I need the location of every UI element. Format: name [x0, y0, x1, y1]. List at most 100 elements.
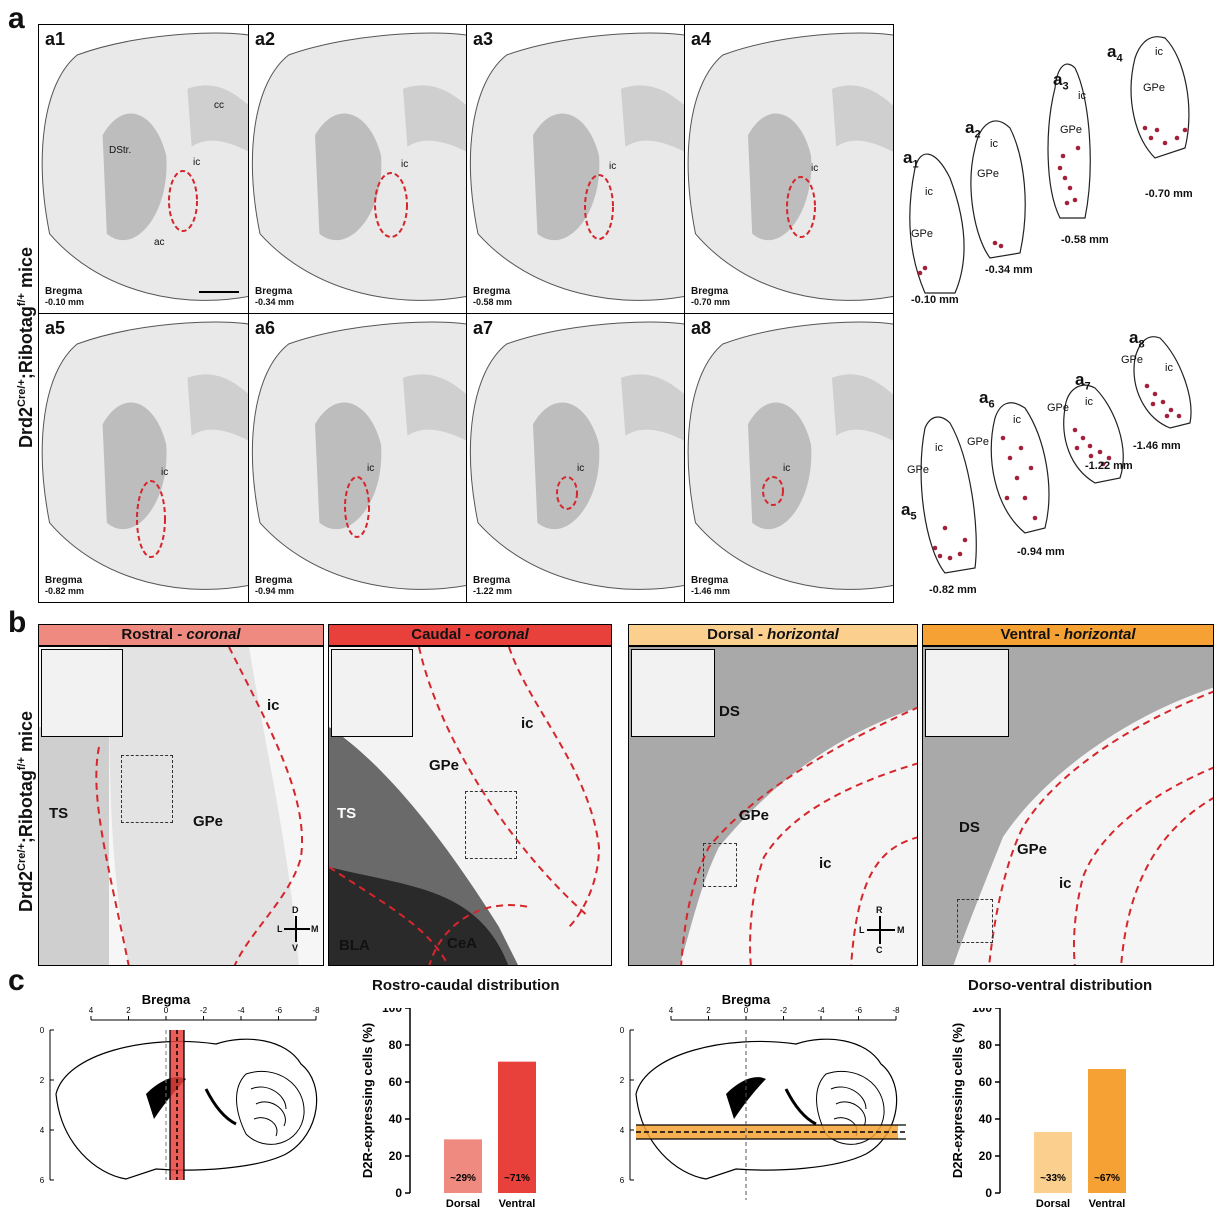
cell-dot — [1060, 153, 1066, 159]
image-caudal-coronal: ic GPe TS BLA CeA — [328, 646, 612, 966]
label-ts: TS — [337, 805, 357, 822]
cell-dot — [1164, 413, 1170, 419]
gpe-outline-7 — [1063, 384, 1124, 484]
tile-id: a2 — [255, 29, 276, 49]
cell-dot — [1087, 443, 1093, 449]
ap-tick-label: -2 — [200, 1006, 208, 1015]
image-dorsal-horizontal: DS GPe ic R C L M — [628, 646, 918, 966]
chart-title-rostro-caudal: Rostro-caudal distribution — [372, 977, 560, 994]
bregma-label: Bregma -0.70 mm — [691, 286, 731, 307]
cell-dot — [957, 551, 963, 557]
cell-dot — [1142, 125, 1148, 131]
dv-tick-label: 6 — [620, 1176, 625, 1185]
cell-dot — [1028, 465, 1034, 471]
dv-tick-label: 6 — [40, 1176, 45, 1185]
ap-tick-label: -6 — [275, 1006, 283, 1015]
outline-label-gpe: GPe — [1143, 82, 1166, 94]
panel-b-letter: b — [8, 606, 27, 639]
zoom-region-box — [703, 843, 737, 887]
cell-dot — [1080, 435, 1086, 441]
outline-label-ic: ic — [1155, 46, 1163, 58]
bar-value-label: ~71% — [504, 1173, 530, 1184]
chart-title-dorso-ventral: Dorso-ventral distribution — [968, 977, 1153, 994]
cell-dot — [1004, 495, 1010, 501]
y-tick-label: 80 — [389, 1038, 403, 1052]
y-tick-label: 60 — [389, 1075, 403, 1089]
gpe-outline-2 — [970, 120, 1026, 259]
outline-label-ic: ic — [935, 442, 943, 454]
dv-tick-label: 4 — [620, 1126, 625, 1135]
ap-tick-label: 4 — [89, 1006, 94, 1015]
ap-tick-label: -6 — [855, 1006, 863, 1015]
bregma-label: Bregma -0.10 mm — [45, 286, 85, 307]
cell-dot — [1176, 413, 1182, 419]
cell-dot — [1064, 200, 1070, 206]
outline-label-ic: ic — [1013, 414, 1021, 426]
header-rostral-coronal: Rostral - coronal — [38, 624, 324, 646]
zoom-region-box — [957, 899, 993, 943]
bregma-label: Bregma -0.58 mm — [473, 286, 513, 307]
cell-dot — [992, 240, 998, 246]
y-tick-label: 40 — [389, 1112, 403, 1126]
dv-tick-label: 2 — [620, 1076, 625, 1085]
cell-dot — [937, 553, 943, 559]
label-ic: ic — [1059, 875, 1072, 892]
bar-value-label: ~29% — [450, 1173, 476, 1184]
label-ic: ic — [161, 467, 169, 478]
zoom-region-box — [465, 791, 517, 859]
ap-tick-label: -8 — [312, 1006, 320, 1015]
outline-id: a6 — [979, 388, 995, 411]
outline-id: a1 — [903, 148, 919, 171]
bregma-label: Bregma -1.46 mm — [691, 575, 731, 596]
label-ts: TS — [49, 805, 69, 822]
label-cea: CeA — [447, 935, 478, 952]
gpe-region-outline — [374, 172, 408, 238]
bregma-label: Bregma -0.82 mm — [45, 575, 85, 596]
outline-label-ic: ic — [1165, 362, 1173, 374]
label-ic: ic — [521, 715, 534, 732]
sagittal-diagram-horizontal: 4 2 0 -2 -4 -6 -8 0 2 4 6 Bregma — [620, 994, 906, 1200]
label-cc: cc — [214, 100, 224, 111]
outline-distance: -1.22 mm — [1085, 460, 1133, 472]
image-ventral-horizontal: DS GPe ic — [922, 646, 1214, 966]
cell-dot — [1072, 427, 1078, 433]
gpe-region-outline — [168, 170, 198, 232]
category-label: Ventral — [1089, 1198, 1126, 1210]
label-gpe: GPe — [739, 807, 770, 824]
zoom-inset — [925, 649, 1009, 737]
zoom-inset — [41, 649, 123, 737]
compass-coronal: D V L M — [277, 905, 319, 953]
panel-b-ylabel: Drd2Cre/+;Ribotagf/+ mice — [16, 710, 36, 912]
cell-dot — [1106, 455, 1112, 461]
cell-dot — [1097, 449, 1103, 455]
outline-id: a3 — [1053, 70, 1069, 93]
panel-c-letter: c — [8, 964, 25, 997]
y-axis-label: D2R-expressing cells (%) — [950, 1023, 965, 1178]
zoom-inset — [331, 649, 413, 737]
outline-label-ic: ic — [990, 138, 998, 150]
label-ac: ac — [154, 237, 165, 248]
brain-section-a5: a5 ic Bregma -0.82 mm — [38, 313, 250, 603]
panel-a-letter: a — [8, 2, 25, 35]
ap-tick-label: 2 — [706, 1006, 711, 1015]
bregma-title: Bregma — [722, 994, 771, 1007]
outline-label-ic: ic — [1085, 396, 1093, 408]
brain-section-a7: a7 ic Bregma -1.22 mm — [466, 313, 686, 603]
outline-label-ic: ic — [1078, 90, 1086, 102]
brain-section-a6: a6 ic Bregma -0.94 mm — [248, 313, 468, 603]
label-gpe: GPe — [429, 757, 460, 774]
outline-label-gpe: GPe — [911, 228, 934, 240]
y-tick-label: 0 — [985, 1186, 992, 1200]
cell-dot — [1014, 475, 1020, 481]
gpe-region-outline — [584, 174, 614, 240]
cell-dot — [1182, 127, 1188, 133]
category-label: Ventral — [499, 1198, 536, 1210]
cell-dot — [1100, 461, 1106, 467]
cell-dot — [998, 243, 1004, 249]
label-ic: ic — [609, 161, 617, 172]
gpe-outline-6 — [990, 402, 1050, 534]
brain-section-a1: a1 ic cc DStr. ac Bregma -0.10 mm — [38, 24, 250, 314]
bar-dorsal — [444, 1139, 482, 1193]
outline-id: a4 — [1107, 42, 1123, 65]
gpe-outline-8 — [1133, 336, 1192, 429]
